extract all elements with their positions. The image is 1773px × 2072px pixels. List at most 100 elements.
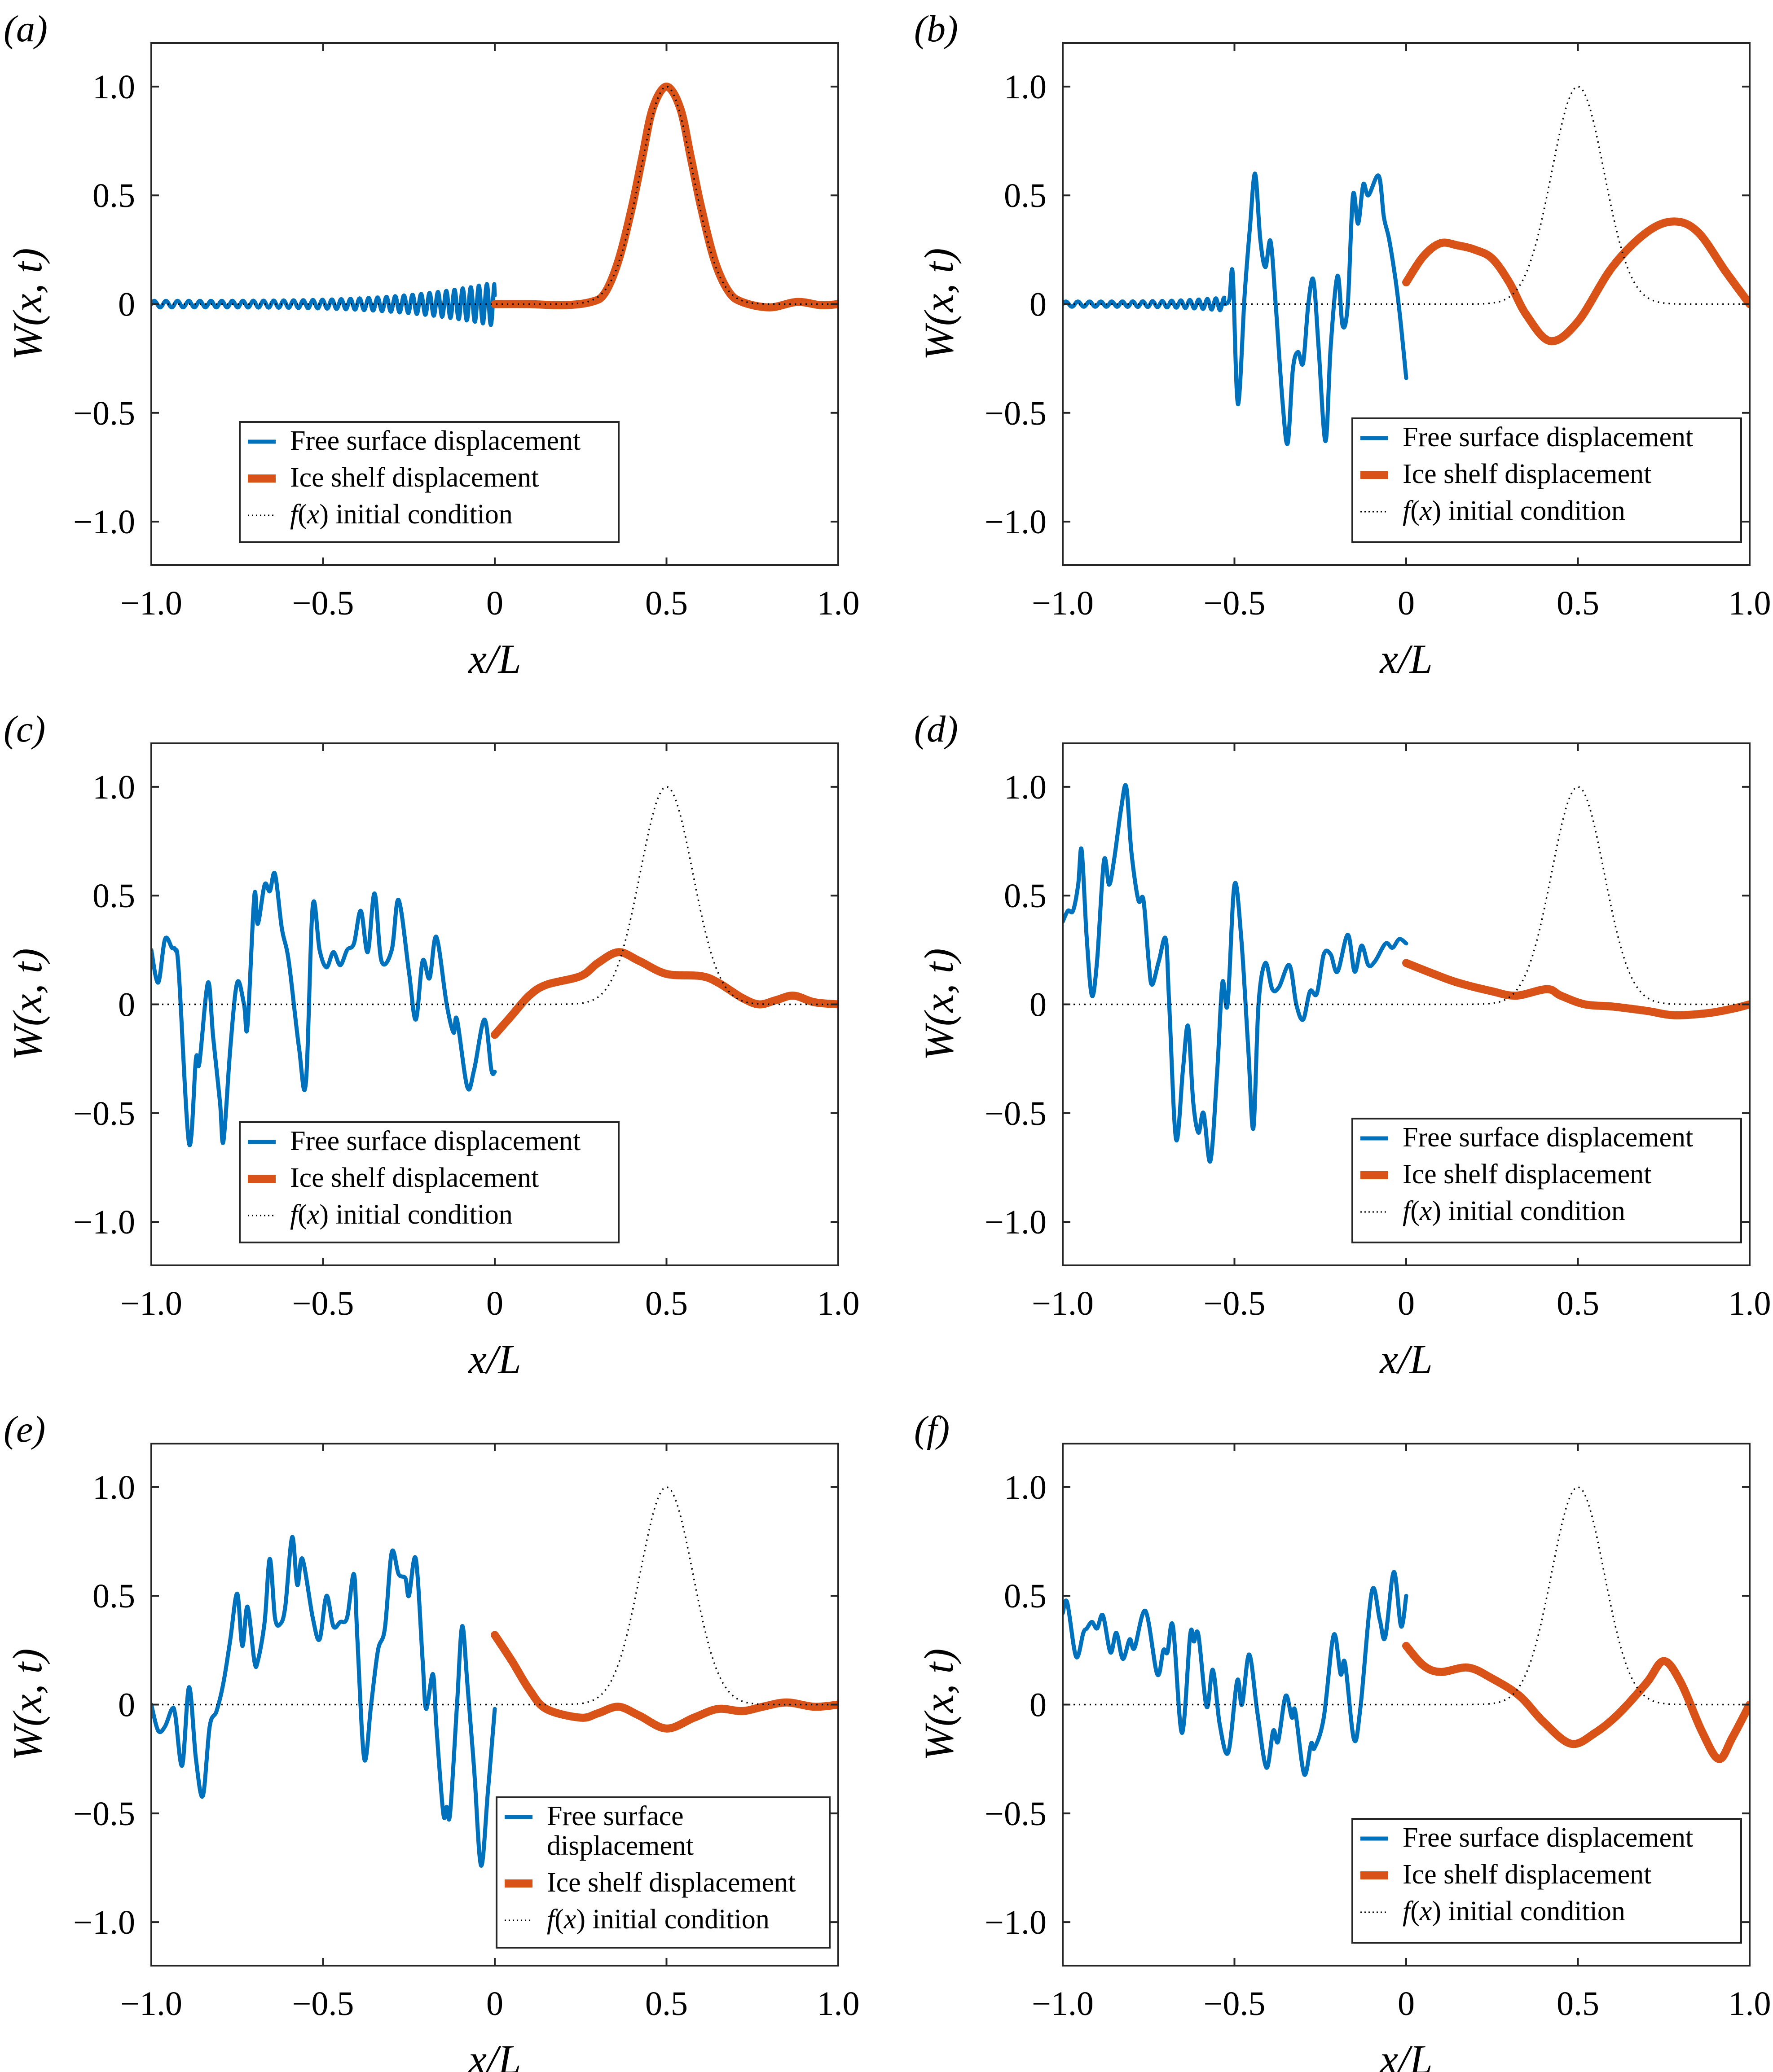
legend-label-initial-condition: f(x) initial condition xyxy=(290,499,513,530)
free-surface-line xyxy=(1063,1570,1408,1777)
x-tick-label: 0 xyxy=(1398,1985,1415,2023)
y-axis-label: W(x, t) xyxy=(4,1648,50,1760)
initial-condition-line xyxy=(151,1486,838,1706)
panel-e: (e) −1.0 −0.5 0 0.5 1.0 1.0 0.5 0 −0.5 −1.0 x/L W(x,… xyxy=(4,1409,860,2072)
x-tick-label: 0 xyxy=(486,1285,503,1322)
x-tick-label: 1.0 xyxy=(817,1285,860,1322)
legend-label-ice-shelf: Ice shelf displacement xyxy=(1403,459,1651,489)
legend-label-ice-shelf: Ice shelf displacement xyxy=(290,462,539,493)
plot-area xyxy=(1063,86,1750,446)
legend-label-initial-condition: f(x) initial condition xyxy=(547,1904,770,1935)
legend-label-ice-shelf: Ice shelf displacement xyxy=(290,1163,539,1193)
y-tick-label: −0.5 xyxy=(985,395,1047,432)
legend-label-initial-condition: f(x) initial condition xyxy=(1403,496,1625,526)
y-tick-label: −1.0 xyxy=(73,503,135,541)
legend-label-ice-shelf: Ice shelf displacement xyxy=(547,1867,796,1898)
y-tick-label: 0 xyxy=(1029,286,1047,324)
x-tick-label: −1.0 xyxy=(120,1285,182,1322)
legend-label-ice-shelf: Ice shelf displacement xyxy=(1403,1159,1651,1190)
panel-f: (f) −1.0 −0.5 0 0.5 1.0 1.0 0.5 0 −0.5 −1.0 x/L W(x,… xyxy=(914,1409,1771,2072)
y-tick-label: 0 xyxy=(1029,1686,1047,1724)
x-tick-label: 0 xyxy=(486,1985,503,2023)
legend-label-free-surface: displacement xyxy=(547,1831,694,1861)
legend: Free surface displacement Ice shelf displ… xyxy=(239,1121,620,1243)
y-tick-label: −1.0 xyxy=(985,1203,1047,1241)
panel-label: (e) xyxy=(4,1409,45,1450)
y-tick-label: 1.0 xyxy=(1004,768,1047,806)
y-tick-label: 0 xyxy=(118,1686,135,1724)
y-tick-label: −0.5 xyxy=(985,1795,1047,1833)
legend-label-free-surface: Free surface displacement xyxy=(290,426,581,456)
panel-label: (c) xyxy=(4,708,45,750)
y-tick-label: 1.0 xyxy=(92,68,135,106)
y-tick-label: −1.0 xyxy=(985,503,1047,541)
x-tick-label: −1.0 xyxy=(1032,1285,1094,1322)
free-surface-line xyxy=(1063,783,1408,1164)
x-tick-label: 0.5 xyxy=(645,1985,688,2023)
x-tick-label: 0.5 xyxy=(1557,584,1599,622)
x-tick-label: −0.5 xyxy=(1204,584,1266,622)
x-tick-label: −0.5 xyxy=(1204,1285,1266,1322)
y-tick-label: −0.5 xyxy=(985,1095,1047,1133)
ice-shelf-line xyxy=(1402,217,1750,346)
free-surface-line xyxy=(1063,171,1408,446)
y-tick-label: 0 xyxy=(118,286,135,324)
y-axis-label: W(x, t) xyxy=(916,948,962,1060)
plot-area xyxy=(151,1486,838,1868)
legend-label-initial-condition: f(x) initial condition xyxy=(1403,1196,1625,1226)
x-tick-label: −1.0 xyxy=(1032,584,1094,622)
legend-label-ice-shelf: Ice shelf displacement xyxy=(1403,1859,1651,1890)
x-tick-label: 1.0 xyxy=(1729,584,1771,622)
x-axis-label: x/L xyxy=(1379,1336,1433,1382)
x-axis-label: x/L xyxy=(1379,636,1433,682)
y-tick-label: −0.5 xyxy=(73,395,135,432)
x-tick-label: −1.0 xyxy=(120,1985,182,2023)
x-tick-label: 0.5 xyxy=(645,584,688,622)
x-tick-label: 1.0 xyxy=(817,1985,860,2023)
y-axis-label: W(x, t) xyxy=(4,248,50,360)
panel-label: (a) xyxy=(4,8,48,50)
legend-label-free-surface: Free surface displacement xyxy=(1403,1822,1693,1853)
legend: Free surface displacement Ice shelf displ… xyxy=(1351,417,1742,543)
panels-root: (a) −1.0 −0.5 0 0.5 1.0 1.0 0.5 0 −0.5 −1.0 x/L W(x,… xyxy=(4,8,1771,2072)
legend: Free surface displacement Ice shelf displ… xyxy=(239,421,620,543)
y-tick-label: 0.5 xyxy=(92,177,135,215)
y-tick-label: −1.0 xyxy=(985,1904,1047,1941)
x-tick-label: −0.5 xyxy=(292,584,354,622)
panel-label: (f) xyxy=(914,1409,950,1450)
plot-area xyxy=(151,786,838,1147)
x-axis-label: x/L xyxy=(467,2037,521,2072)
y-tick-label: 0 xyxy=(118,986,135,1024)
plot-area xyxy=(1063,1486,1750,1777)
ice-shelf-line xyxy=(491,82,838,312)
panel-a: (a) −1.0 −0.5 0 0.5 1.0 1.0 0.5 0 −0.5 −1.0 x/L W(x,… xyxy=(4,8,860,682)
x-tick-label: −0.5 xyxy=(292,1985,354,2023)
panel-label: (b) xyxy=(914,8,958,50)
initial-condition-line xyxy=(151,86,838,305)
x-tick-label: −0.5 xyxy=(292,1285,354,1322)
legend-label-free-surface: Free surface displacement xyxy=(1403,1122,1693,1153)
ice-shelf-line xyxy=(491,948,838,1039)
y-tick-label: 0.5 xyxy=(92,1577,135,1615)
free-surface-line xyxy=(151,282,497,327)
initial-condition-line xyxy=(1063,1486,1750,1706)
y-tick-label: 0.5 xyxy=(92,877,135,915)
legend-box xyxy=(1351,417,1742,543)
legend-box xyxy=(1351,1818,1742,1944)
y-axis-label: W(x, t) xyxy=(916,248,962,360)
y-tick-label: −1.0 xyxy=(73,1203,135,1241)
y-axis-label: W(x, t) xyxy=(4,948,50,1060)
x-tick-label: 1.0 xyxy=(817,584,860,622)
initial-condition-line xyxy=(1063,86,1750,305)
y-tick-label: −0.5 xyxy=(73,1095,135,1133)
x-tick-label: 0.5 xyxy=(1557,1985,1599,2023)
x-tick-label: −1.0 xyxy=(120,584,182,622)
legend-label-free-surface: Free surface xyxy=(547,1801,684,1831)
legend-box xyxy=(239,421,620,543)
legend-label-initial-condition: f(x) initial condition xyxy=(1403,1896,1625,1927)
y-tick-label: 0.5 xyxy=(1004,1577,1047,1615)
legend-box xyxy=(496,1796,831,1949)
legend-box xyxy=(239,1121,620,1243)
free-surface-line xyxy=(151,870,497,1147)
